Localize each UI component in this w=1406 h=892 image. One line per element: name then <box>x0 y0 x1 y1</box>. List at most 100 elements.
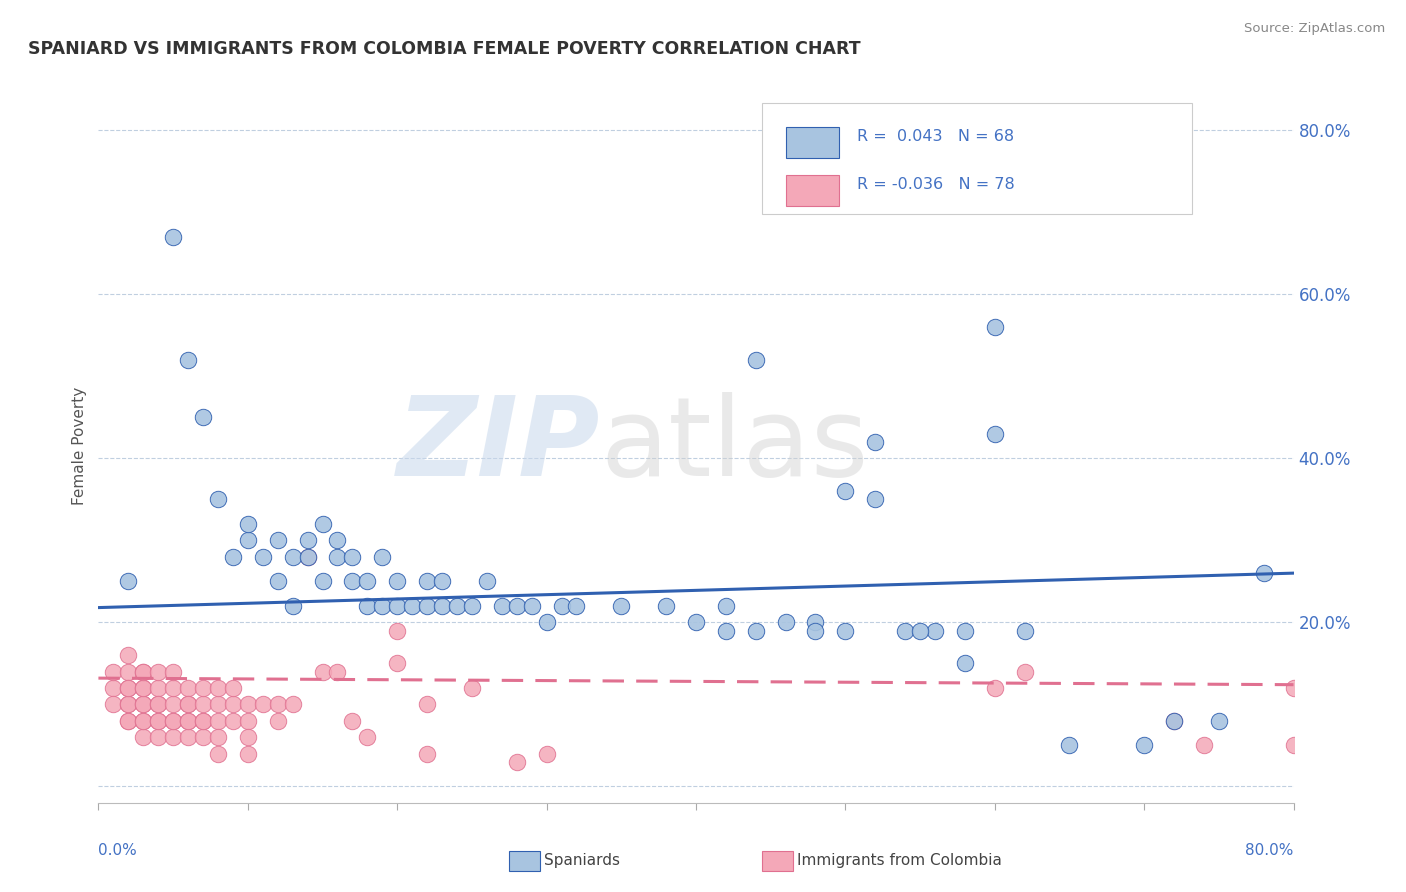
Text: Source: ZipAtlas.com: Source: ZipAtlas.com <box>1244 22 1385 36</box>
Point <box>1163 714 1185 728</box>
Point <box>236 730 259 744</box>
Point <box>177 714 200 728</box>
Point <box>117 714 139 728</box>
Point <box>461 681 484 695</box>
Point <box>148 665 170 679</box>
Point <box>148 714 170 728</box>
Point <box>132 665 155 679</box>
Point <box>1133 739 1156 753</box>
Point <box>430 599 453 613</box>
Point <box>416 698 439 712</box>
Point <box>148 681 170 695</box>
Point <box>132 714 155 728</box>
Bar <box>786 175 839 205</box>
Point <box>281 599 304 613</box>
Point <box>162 714 184 728</box>
Point <box>207 681 229 695</box>
Point <box>775 615 797 630</box>
Point <box>207 698 229 712</box>
Point <box>162 230 184 244</box>
Point <box>191 698 214 712</box>
Point <box>326 533 349 548</box>
Point <box>162 730 184 744</box>
Text: Immigrants from Colombia: Immigrants from Colombia <box>797 854 1002 868</box>
Point <box>117 648 139 662</box>
Point <box>745 352 768 367</box>
FancyBboxPatch shape <box>762 103 1192 214</box>
Point <box>908 624 931 638</box>
Point <box>207 714 229 728</box>
Point <box>416 599 439 613</box>
Point <box>326 549 349 564</box>
Point <box>804 624 827 638</box>
Point <box>103 698 125 712</box>
Point <box>191 681 214 695</box>
Point <box>953 657 976 671</box>
Point <box>1282 681 1305 695</box>
Point <box>148 730 170 744</box>
Point <box>865 492 887 507</box>
Point <box>385 657 409 671</box>
Point <box>252 698 274 712</box>
Point <box>207 730 229 744</box>
Point <box>1253 566 1275 581</box>
Point <box>267 533 290 548</box>
Point <box>236 516 259 531</box>
Point <box>401 599 423 613</box>
Point <box>385 624 409 638</box>
Point <box>117 574 139 589</box>
Point <box>267 698 290 712</box>
Point <box>177 698 200 712</box>
Text: ZIP: ZIP <box>396 392 600 500</box>
Point <box>506 755 529 769</box>
Text: SPANIARD VS IMMIGRANTS FROM COLOMBIA FEMALE POVERTY CORRELATION CHART: SPANIARD VS IMMIGRANTS FROM COLOMBIA FEM… <box>28 40 860 58</box>
Point <box>536 747 558 761</box>
Point <box>924 624 946 638</box>
Point <box>117 698 139 712</box>
Point <box>267 574 290 589</box>
Text: 80.0%: 80.0% <box>1246 843 1294 858</box>
Point <box>148 698 170 712</box>
Point <box>984 681 1007 695</box>
Point <box>117 665 139 679</box>
Point <box>297 533 319 548</box>
Point <box>984 320 1007 334</box>
Point <box>222 714 245 728</box>
Point <box>953 624 976 638</box>
Point <box>416 747 439 761</box>
Point <box>132 698 155 712</box>
Point <box>297 549 319 564</box>
Point <box>281 698 304 712</box>
Point <box>117 681 139 695</box>
Point <box>132 681 155 695</box>
Point <box>222 681 245 695</box>
Point <box>356 574 378 589</box>
Point <box>371 549 394 564</box>
Text: Spaniards: Spaniards <box>544 854 620 868</box>
Point <box>834 484 856 499</box>
Point <box>1059 739 1081 753</box>
Text: R = -0.036   N = 78: R = -0.036 N = 78 <box>858 177 1015 192</box>
Point <box>207 747 229 761</box>
Point <box>326 665 349 679</box>
Text: atlas: atlas <box>600 392 869 500</box>
Point <box>177 730 200 744</box>
Point <box>177 681 200 695</box>
Point <box>252 549 274 564</box>
Text: 0.0%: 0.0% <box>98 843 138 858</box>
Point <box>371 599 394 613</box>
Point <box>356 730 378 744</box>
Point <box>342 549 364 564</box>
Point <box>1282 739 1305 753</box>
Point <box>714 624 737 638</box>
Point <box>1163 714 1185 728</box>
Y-axis label: Female Poverty: Female Poverty <box>72 387 87 505</box>
Point <box>191 410 214 425</box>
Point <box>267 714 290 728</box>
Point <box>311 665 333 679</box>
Point <box>132 714 155 728</box>
Point <box>103 665 125 679</box>
Text: R =  0.043   N = 68: R = 0.043 N = 68 <box>858 129 1015 145</box>
Point <box>655 599 678 613</box>
Point <box>177 714 200 728</box>
